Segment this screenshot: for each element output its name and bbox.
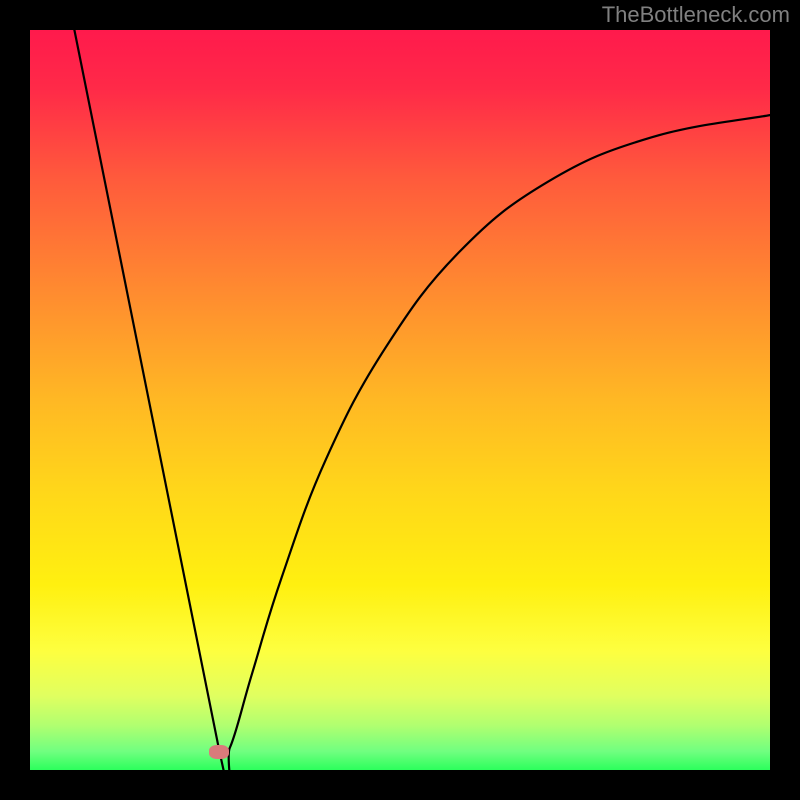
curve-path [74,30,770,770]
optimal-point-marker [209,745,229,759]
plot-area [30,30,770,770]
chart-frame: TheBottleneck.com [0,0,800,800]
watermark-text: TheBottleneck.com [602,2,790,28]
bottleneck-curve [30,30,770,770]
